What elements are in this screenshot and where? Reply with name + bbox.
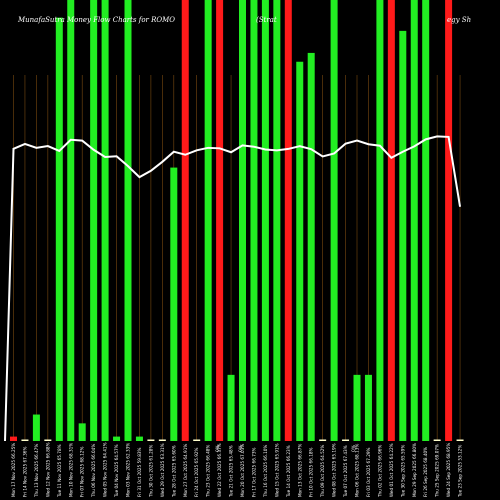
- tick-label: Thu 09 Oct 2025 64.52%: [320, 445, 325, 498]
- tick-label: Mon 06 Oct 2025 68.13%: [355, 444, 360, 497]
- bar: [330, 0, 338, 441]
- tick-label: Fri 10 Oct 2025 66.18%: [309, 447, 314, 497]
- bar: [307, 52, 315, 442]
- bar: [319, 439, 327, 441]
- bar: [445, 0, 453, 441]
- bar: [158, 439, 166, 441]
- tick-label: Mon 03 Nov 2025 62.33%: [126, 443, 131, 497]
- tick-label: Tue 14 Oct 2025 66.23%: [286, 445, 291, 498]
- bar: [101, 0, 109, 441]
- tick-label: Wed 08 Oct 2025 65.19%: [332, 443, 337, 497]
- tick-label: Mon 27 Oct 2025 64.91%: [183, 444, 188, 497]
- bar: [90, 0, 98, 441]
- bar: [204, 0, 212, 441]
- bar: [422, 0, 430, 441]
- tick-label: Thu 13 Nov 2025 66.47%: [34, 444, 39, 498]
- chart-title-mid: (Strat: [256, 16, 277, 24]
- tick-label: Mon 10 Nov 2025 68.31%: [68, 443, 73, 497]
- tick-label: Thu 16 Oct 2025 66.10%: [263, 445, 268, 498]
- tick-label: Thu 25 Sep 2025 69.07%: [435, 444, 440, 498]
- bar: [273, 0, 281, 441]
- mfi-line: [4, 135, 462, 442]
- tick-label: Wed 22 Oct 2025 66.37%: [217, 443, 222, 497]
- bar: [261, 0, 269, 441]
- bar: [55, 17, 63, 441]
- bar: [170, 167, 178, 441]
- bar: [284, 0, 292, 441]
- tick-label: Thu 06 Nov 2025 66.04%: [91, 444, 96, 498]
- bar: [135, 436, 143, 441]
- bar: [456, 439, 464, 441]
- bar: [147, 439, 155, 441]
- chart-title: MunafaSutra Money Flow Charts for ROMO: [17, 16, 175, 24]
- tick-label: Tue 07 Oct 2025 67.43%: [343, 445, 348, 498]
- bar: [239, 0, 246, 441]
- tick-label: Wed 24 Sep 2025 68.95%: [446, 443, 451, 497]
- bar: [21, 439, 29, 441]
- bar: [342, 439, 350, 441]
- bar: [32, 414, 40, 441]
- bar: [364, 374, 372, 441]
- tick-label: Mon 13 Oct 2025 66.87%: [297, 444, 302, 497]
- tick-label: Mon 17 Nov 2025 66.25%: [11, 443, 16, 497]
- tick-label: Fri 31 Oct 2025 59.83%: [137, 447, 142, 497]
- tick-label: Thu 30 Oct 2025 61.28%: [148, 445, 153, 498]
- tick-label: Fri 07 Nov 2025 68.12%: [80, 447, 85, 497]
- tick-label: Wed 15 Oct 2025 65.91%: [274, 443, 279, 497]
- bar: [124, 0, 132, 441]
- mid-label: 0%: [238, 444, 244, 452]
- tick-label: Tue 04 Nov 2025 64.57%: [114, 444, 119, 498]
- tick-label: Thu 23 Oct 2025 66.48%: [206, 445, 211, 498]
- mid-labels: 0% 0% 0%: [215, 444, 357, 452]
- tick-label: Tue 23 Sep 2025 53.12%: [458, 445, 463, 498]
- bar: [399, 30, 407, 442]
- bar: [44, 439, 52, 441]
- tick-label: Wed 05 Nov 2025 64.41%: [103, 442, 108, 497]
- tick-label: Fri 24 Oct 2025 65.92%: [194, 447, 199, 497]
- tick-label: Tue 28 Oct 2025 65.60%: [171, 445, 176, 498]
- bar: [353, 374, 361, 441]
- bar: [78, 423, 86, 441]
- bar: [296, 61, 304, 442]
- tick-label: Fri 17 Oct 2025 66.73%: [251, 447, 256, 497]
- bar: [250, 0, 258, 441]
- tick-label: Tue 21 Oct 2025 65.48%: [229, 445, 234, 498]
- mid-label: 0%: [215, 444, 221, 452]
- bar: [67, 0, 75, 441]
- tick-label: Fri 03 Oct 2025 67.29%: [366, 447, 371, 497]
- mid-label: 0%: [351, 444, 357, 452]
- tick-label: Wed 29 Oct 2025 63.31%: [160, 443, 165, 497]
- tick-label: Wed 12 Nov 2025 66.88%: [45, 442, 50, 497]
- tick-label: Wed 01 Oct 2025 64.22%: [389, 443, 394, 497]
- tick-label: Tue 11 Nov 2025 65.78%: [57, 444, 62, 498]
- bar: [10, 436, 17, 441]
- tick-label: Thu 02 Oct 2025 66.96%: [377, 445, 382, 498]
- tick-label: Fri 26 Sep 2025 68.40%: [423, 447, 428, 497]
- bar: [433, 439, 441, 441]
- bar: [216, 0, 224, 441]
- bar: [410, 0, 418, 441]
- x-axis-tick-labels: Mon 17 Nov 2025 66.25% Fri 14 Nov 2025 67…: [11, 442, 463, 498]
- money-flow-bars: [10, 0, 464, 442]
- tick-label: Mon 29 Sep 2025 66.80%: [412, 443, 417, 497]
- bar: [227, 374, 235, 441]
- bar: [113, 436, 121, 441]
- bar: [193, 439, 201, 441]
- chart-title-right: egy Sh: [447, 16, 471, 24]
- tick-label: Mon 20 Oct 2025 67.03%: [240, 444, 245, 497]
- bar: [181, 0, 189, 441]
- tick-label: Fri 14 Nov 2025 67.36%: [22, 447, 27, 497]
- tick-label: Tue 30 Sep 2025 65.59%: [400, 445, 405, 498]
- bar: [387, 0, 395, 441]
- bar: [376, 0, 384, 441]
